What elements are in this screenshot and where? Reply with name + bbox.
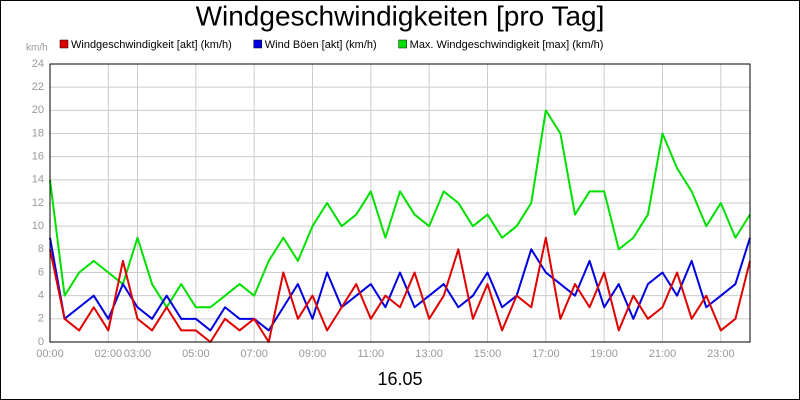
plot-border: [49, 63, 751, 343]
y-tick-label: 0: [38, 336, 44, 348]
x-tick-label: 09:00: [299, 348, 327, 360]
x-tick-label: 23:00: [707, 348, 735, 360]
series-line: [49, 236, 751, 343]
y-tick-label: 24: [32, 58, 44, 70]
y-tick-label: 18: [32, 127, 44, 139]
x-tick-label: 02:00: [95, 348, 123, 360]
series-line: [49, 237, 751, 332]
x-tick-label: 00:00: [36, 348, 64, 360]
x-tick-label: 07:00: [240, 348, 268, 360]
x-tick-label: 13:00: [415, 348, 443, 360]
y-tick-label: 8: [38, 243, 44, 255]
y-tick-label: 4: [38, 290, 44, 302]
x-label: 16.05: [377, 369, 422, 389]
y-tick-label: 12: [32, 197, 44, 209]
x-tick-label: 17:00: [532, 348, 560, 360]
x-tick-label: 03:00: [124, 348, 152, 360]
y-tick-label: 14: [32, 174, 44, 186]
y-tick-label: 22: [32, 81, 44, 93]
legend-swatch: [253, 39, 263, 49]
chart-title: Windgeschwindigkeiten [pro Tag]: [196, 0, 605, 31]
y-unit: km/h: [26, 43, 48, 54]
x-tick-label: 19:00: [590, 348, 618, 360]
y-tick-label: 16: [32, 151, 44, 163]
legend-label: Wind Böen [akt] (km/h): [265, 39, 377, 51]
legend-label: Max. Windgeschwindigkeit [max] (km/h): [410, 39, 604, 51]
legend-swatch: [398, 39, 407, 49]
legend-label: Windgeschwindigkeit [akt] (km/h): [71, 39, 232, 51]
x-tick-label: 21:00: [649, 348, 677, 360]
x-tick-label: 15:00: [474, 348, 502, 360]
y-tick-label: 2: [38, 313, 44, 325]
y-tick-label: 20: [32, 104, 44, 116]
y-tick-label: 10: [32, 220, 44, 232]
y-tick-label: 6: [38, 266, 44, 278]
x-tick-label: 11:00: [357, 348, 384, 360]
x-tick-label: 05:00: [182, 348, 210, 360]
legend-swatch: [59, 39, 69, 49]
